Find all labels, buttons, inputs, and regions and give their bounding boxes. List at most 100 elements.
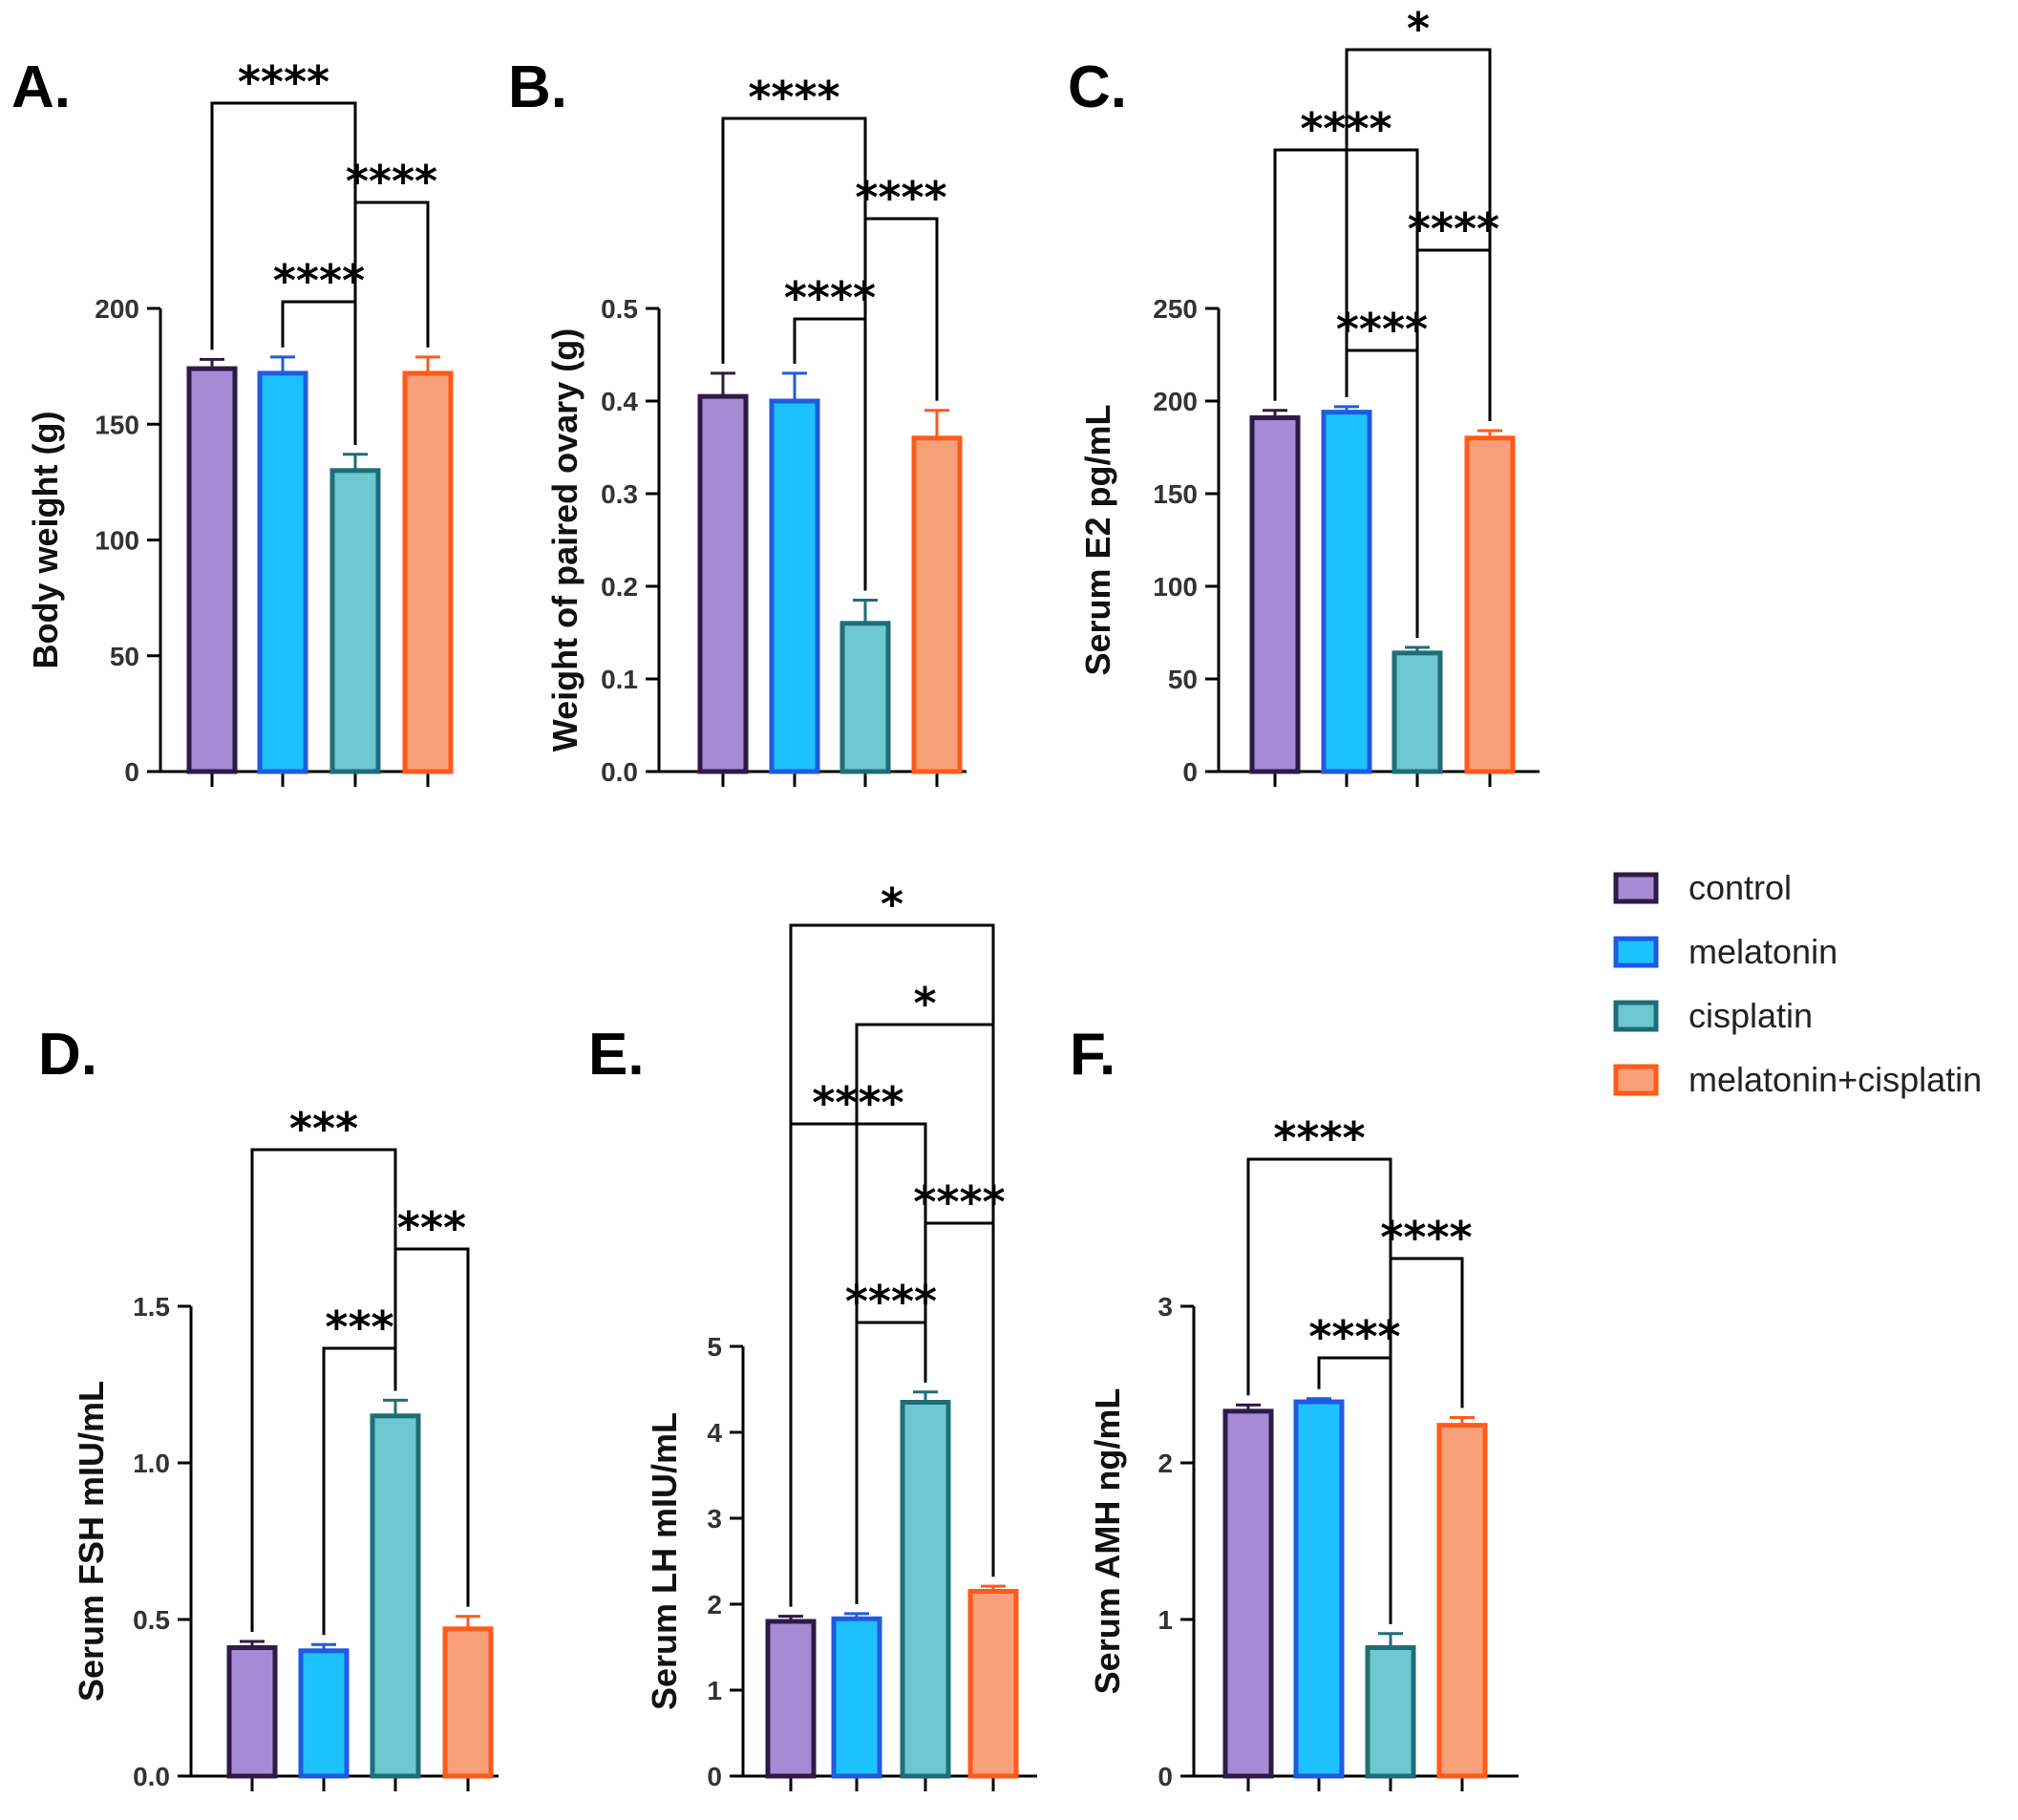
legend-label-control: control <box>1689 868 1792 907</box>
significance-label: * <box>1407 3 1430 54</box>
y-tick-label: 200 <box>1153 387 1198 416</box>
chart-panel-2: B. 0.0 0.1 0.2 0.3 0.4 0.5 Weight of paired ova… <box>508 54 967 787</box>
bar-cisplatin <box>370 1413 421 1779</box>
y-tick-label: 1 <box>1158 1605 1173 1635</box>
y-tick-label: 0.4 <box>601 387 638 416</box>
bar-cisplatin <box>1365 1645 1416 1779</box>
bar-control <box>186 366 238 774</box>
significance-label: **** <box>1273 1112 1365 1164</box>
legend-label-cisplatin: cisplatin <box>1689 996 1813 1035</box>
y-tick-label: 3 <box>1158 1292 1173 1322</box>
y-tick-label: 2 <box>1158 1449 1173 1478</box>
panel-letter: D. <box>38 1022 97 1088</box>
bar-melatonin+cisplatin <box>967 1589 1019 1779</box>
significance-label: * <box>881 878 903 930</box>
significance-label: **** <box>346 156 437 207</box>
significance-label: *** <box>289 1103 358 1154</box>
bar-melatonin <box>1293 1399 1345 1779</box>
y-axis-title: Serum LH mIU/mL <box>645 1412 684 1710</box>
bar-melatonin <box>257 370 308 774</box>
y-tick-label: 50 <box>1168 665 1198 694</box>
y-tick-label: 0.3 <box>601 479 638 509</box>
significance-label: *** <box>325 1302 393 1353</box>
bar-cisplatin <box>900 1400 951 1779</box>
significance-label: **** <box>748 72 839 123</box>
significance-label: **** <box>1380 1212 1472 1263</box>
panel-letter: C. <box>1068 54 1127 120</box>
y-tick-label: 0.5 <box>601 294 638 324</box>
panel-letter: A. <box>11 54 71 120</box>
significance-label: **** <box>812 1077 903 1129</box>
panel-letter: F. <box>1070 1022 1115 1088</box>
bar-control <box>1249 414 1301 774</box>
y-axis-title: Serum AMH ng/mL <box>1088 1388 1127 1695</box>
y-tick-label: 3 <box>707 1504 722 1534</box>
significance-bracket <box>793 317 867 591</box>
bar-melatonin+cisplatin <box>1464 435 1516 774</box>
chart-panel-1: A. 0 50 100 150 200 Body weight (g) **** **** ***… <box>11 54 454 787</box>
significance-label: **** <box>273 255 365 307</box>
y-tick-label: 1 <box>707 1676 722 1705</box>
y-tick-label: 0.0 <box>601 757 638 787</box>
legend-label-melatonin+cisplatin: melatonin+cisplatin <box>1689 1060 1982 1099</box>
y-tick-label: 0.0 <box>133 1762 170 1791</box>
significance-label: **** <box>1300 103 1391 155</box>
significance-bracket <box>1345 349 1419 639</box>
y-tick-label: 0.1 <box>601 665 638 694</box>
bar-melatonin <box>769 398 820 774</box>
y-tick-label: 1.0 <box>133 1449 170 1478</box>
significance-label: *** <box>397 1202 466 1254</box>
significance-label: **** <box>845 1276 937 1327</box>
legend-swatch-melatonin+cisplatin <box>1613 1064 1659 1096</box>
bar-melatonin+cisplatin <box>1436 1423 1488 1779</box>
significance-label: **** <box>238 56 329 108</box>
significance-label: **** <box>1408 203 1499 255</box>
significance-label: **** <box>855 172 946 223</box>
y-tick-label: 150 <box>95 410 139 439</box>
y-tick-label: 0 <box>124 757 139 787</box>
panel-letter: E. <box>588 1022 645 1088</box>
bar-melatonin+cisplatin <box>402 370 454 774</box>
y-tick-label: 250 <box>1153 294 1198 324</box>
significance-bracket <box>789 923 995 1607</box>
y-tick-label: 1.5 <box>133 1292 170 1322</box>
bar-cisplatin <box>1391 650 1443 774</box>
y-tick-label: 100 <box>95 526 139 556</box>
significance-bracket <box>924 1221 995 1577</box>
y-tick-label: 100 <box>1153 572 1198 602</box>
bar-cisplatin <box>329 468 381 774</box>
significance-label: **** <box>1336 304 1428 355</box>
y-tick-label: 150 <box>1153 479 1198 509</box>
y-tick-label: 0 <box>707 1762 722 1791</box>
significance-label: **** <box>1308 1311 1400 1363</box>
bar-control <box>226 1645 278 1779</box>
y-tick-label: 0 <box>1182 757 1198 787</box>
bar-melatonin+cisplatin <box>442 1626 494 1779</box>
y-axis-title: Serum E2 pg/mL <box>1078 404 1117 675</box>
bar-control <box>697 393 749 774</box>
bar-melatonin+cisplatin <box>911 435 963 774</box>
bar-control <box>765 1619 817 1779</box>
y-tick-label: 5 <box>707 1332 722 1362</box>
significance-label: **** <box>913 1176 1005 1228</box>
y-tick-label: 200 <box>95 294 139 324</box>
significance-label: * <box>913 978 936 1029</box>
bar-control <box>1222 1408 1274 1779</box>
y-tick-label: 4 <box>707 1418 722 1448</box>
bar-melatonin <box>831 1616 882 1779</box>
y-tick-label: 50 <box>110 642 139 671</box>
significance-bracket <box>1317 1356 1392 1624</box>
y-tick-label: 0.5 <box>133 1605 170 1635</box>
significance-bracket <box>1345 48 1492 422</box>
panel-letter: B. <box>508 54 567 120</box>
significance-bracket <box>855 1321 927 1604</box>
significance-bracket <box>393 1247 470 1607</box>
legend-swatch-control <box>1613 872 1659 904</box>
bar-cisplatin <box>839 621 891 774</box>
y-axis-title: Serum FSH mIU/mL <box>72 1381 111 1702</box>
y-axis-title: Body weight (g) <box>26 412 65 669</box>
